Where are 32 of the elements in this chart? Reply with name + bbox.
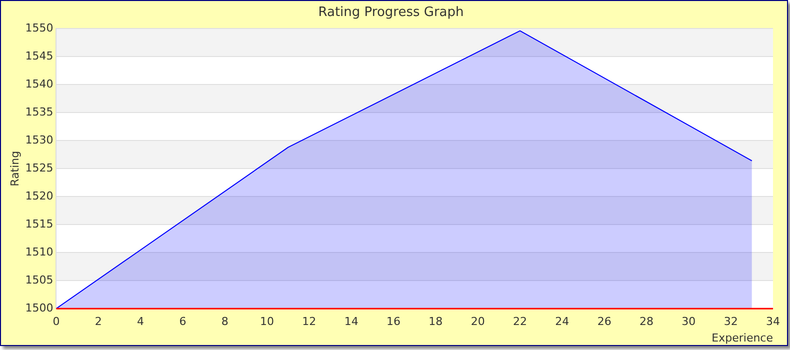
x-tick-label: 32 [724,315,738,328]
x-axis-title: Experience [712,331,774,344]
x-tick-label: 12 [302,315,316,328]
x-tick-label: 8 [221,315,228,328]
y-tick-label: 1520 [25,189,54,202]
y-tick-label: 1540 [25,77,54,90]
x-tick-label: 26 [597,315,612,328]
y-axis-title: Rating [8,150,22,186]
y-tick-label: 1505 [25,273,54,286]
chart-title: Rating Progress Graph [318,5,464,20]
x-tick-label: 16 [386,315,401,328]
y-tick-label: 1500 [25,301,54,314]
x-tick-label: 24 [555,315,570,328]
x-tick-label: 18 [428,315,443,328]
x-tick-label: 4 [137,315,144,328]
x-tick-label: 14 [344,315,358,328]
x-tick-label: 30 [682,315,696,328]
x-tick-label: 0 [52,315,60,328]
y-tick-label: 1525 [25,161,54,174]
y-tick-label: 1510 [25,245,54,258]
x-tick-label: 34 [766,315,780,328]
x-tick-label: 10 [260,315,274,328]
x-tick-label: 20 [470,315,485,328]
x-tick-label: 2 [94,315,102,328]
y-tick-label: 1545 [25,49,54,62]
x-tick-label: 28 [640,315,654,328]
y-tick-label: 1515 [25,217,54,230]
x-tick-label: 6 [179,315,186,328]
y-tick-label: 1550 [25,21,54,34]
y-tick-label: 1535 [25,105,54,118]
x-tick-label: 22 [513,315,528,328]
y-tick-label: 1530 [25,133,54,146]
